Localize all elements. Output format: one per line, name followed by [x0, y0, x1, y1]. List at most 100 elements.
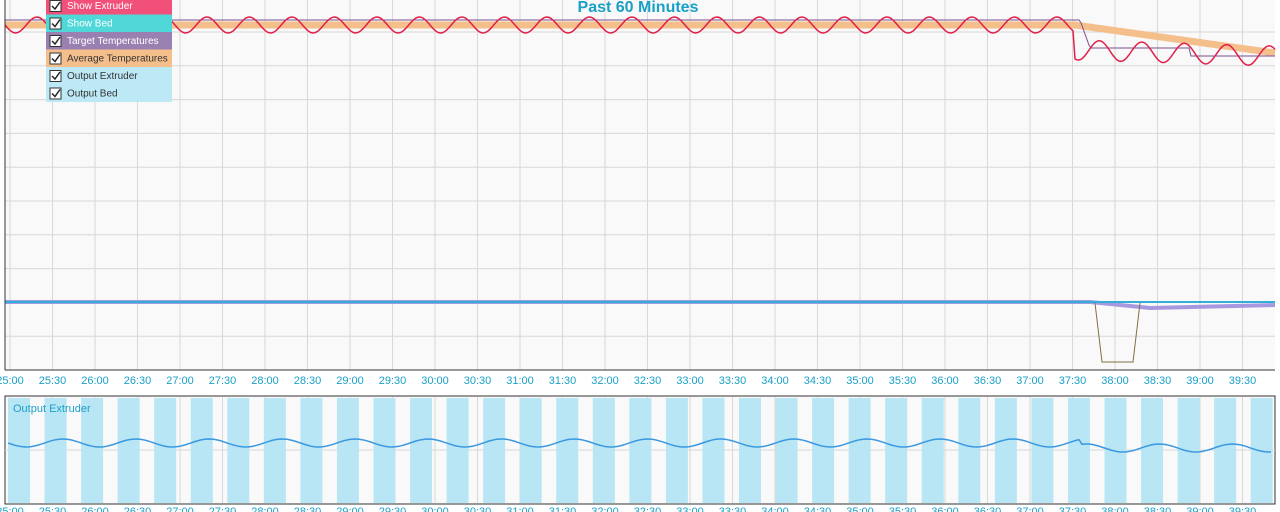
checkmark [51, 19, 61, 28]
x-tick-label: 35:30 [889, 506, 917, 512]
legend-label: Target Temperatures [67, 36, 159, 47]
output-bar [81, 398, 104, 503]
output-bar [483, 398, 506, 503]
x-tick-label: 26:30 [124, 375, 152, 387]
panel-label: Output Extruder [13, 403, 91, 415]
checkbox[interactable] [49, 52, 62, 65]
x-tick-label: 36:00 [931, 506, 959, 512]
output-dip [1094, 302, 1141, 363]
x-tick-label: 29:00 [336, 375, 364, 387]
output-bar [885, 398, 908, 503]
x-tick-label: 34:30 [804, 375, 832, 387]
x-tick-label: 31:30 [549, 506, 577, 512]
legend-item[interactable] [46, 14, 172, 33]
output-bar [665, 398, 688, 503]
x-tick-label: 29:00 [336, 506, 364, 512]
x-tick-label: 39:30 [1229, 375, 1257, 387]
x-tick-label: 32:30 [634, 375, 662, 387]
x-tick-label: 33:30 [719, 375, 747, 387]
output-bar [8, 398, 30, 503]
x-tick-label: 32:00 [591, 375, 619, 387]
x-tick-label: 27:30 [209, 506, 237, 512]
output-bar [592, 398, 615, 503]
x-tick-label: 38:00 [1101, 375, 1129, 387]
x-tick-label: 27:00 [166, 506, 194, 512]
legend-item[interactable] [46, 49, 172, 68]
legend-label: Show Extruder [67, 1, 133, 12]
x-tick-label: 39:30 [1229, 506, 1257, 512]
x-tick-label: 39:00 [1186, 375, 1214, 387]
checkbox[interactable] [49, 70, 62, 82]
x-tick-label: 28:30 [294, 506, 322, 512]
output-bar [1214, 398, 1237, 503]
output-bar [994, 398, 1017, 503]
x-tick-label: 26:00 [81, 375, 109, 387]
x-tick-label: 25:30 [39, 375, 67, 387]
x-tick-label: 38:00 [1101, 506, 1129, 512]
x-tick-label: 34:30 [804, 506, 832, 512]
x-tick-label: 28:00 [251, 375, 279, 387]
output-bar [154, 398, 177, 503]
x-tick-label: 31:30 [549, 375, 577, 387]
x-tick-label: 32:00 [591, 506, 619, 512]
x-tick-label: 27:00 [166, 375, 194, 387]
x-tick-label: 37:30 [1059, 375, 1087, 387]
checkbox[interactable] [49, 0, 62, 12]
legend-item[interactable] [46, 0, 172, 15]
legend-item[interactable] [46, 67, 172, 85]
x-tick-label: 30:30 [464, 506, 492, 512]
x-tick-label: 31:00 [506, 375, 534, 387]
x-tick-label: 33:00 [676, 375, 704, 387]
x-tick-label: 30:00 [421, 506, 449, 512]
curves [4, 16, 1276, 363]
output-bar [336, 398, 359, 503]
x-tick-label: 34:00 [761, 375, 789, 387]
x-tick-label: 25:30 [39, 506, 67, 512]
chart-title: Past 60 Minutes [578, 0, 699, 16]
output-curves [5, 397, 1275, 503]
output-bar [1141, 398, 1164, 503]
checkmark [51, 1, 61, 11]
checkmark [51, 54, 61, 63]
x-tick-label: 35:30 [889, 375, 917, 387]
output-line [7, 438, 1272, 453]
legend-item[interactable] [46, 84, 172, 103]
extruder-line [4, 16, 1276, 66]
x-tick-label: 36:30 [974, 506, 1002, 512]
x-tick-label: 27:30 [209, 375, 237, 387]
output-bar [117, 398, 140, 503]
time-axis-bottom: 25:00 25:30 26:00 26:30 27:00 27:30 28:00 28:30… [0, 506, 1256, 512]
x-tick-label: 34:00 [761, 506, 789, 512]
x-tick-label: 26:30 [124, 506, 152, 512]
output-bar [629, 398, 652, 503]
output-bar [556, 398, 579, 503]
x-tick-label: 37:30 [1059, 506, 1087, 512]
x-tick-label: 36:30 [974, 375, 1002, 387]
checkbox[interactable] [49, 35, 62, 47]
checkbox[interactable] [49, 87, 62, 100]
output-bar [263, 398, 286, 503]
legend-label: Average Temperatures [67, 54, 168, 65]
checkmark [51, 36, 61, 46]
plot-area [5, 0, 1275, 370]
output-bar [44, 398, 67, 503]
x-tick-label: 36:00 [931, 375, 959, 387]
output-bar [921, 398, 944, 503]
x-tick-label: 31:00 [506, 506, 534, 512]
output-bar [1031, 398, 1054, 503]
legend-label: Output Bed [67, 89, 118, 100]
x-tick-label: 32:30 [634, 506, 662, 512]
x-tick-label: 33:00 [676, 506, 704, 512]
x-tick-label: 30:00 [421, 375, 449, 387]
x-tick-label: 37:00 [1016, 506, 1044, 512]
x-tick-label: 25:00 [0, 506, 24, 512]
legend-label: Output Extruder [67, 71, 138, 82]
x-tick-label: 38:30 [1144, 375, 1172, 387]
output-bar [227, 398, 250, 503]
legend-item[interactable] [46, 32, 172, 50]
x-tick-label: 39:00 [1186, 506, 1214, 512]
checkbox[interactable] [49, 17, 62, 30]
x-tick-label: 37:00 [1016, 375, 1044, 387]
output-bar [848, 398, 871, 503]
